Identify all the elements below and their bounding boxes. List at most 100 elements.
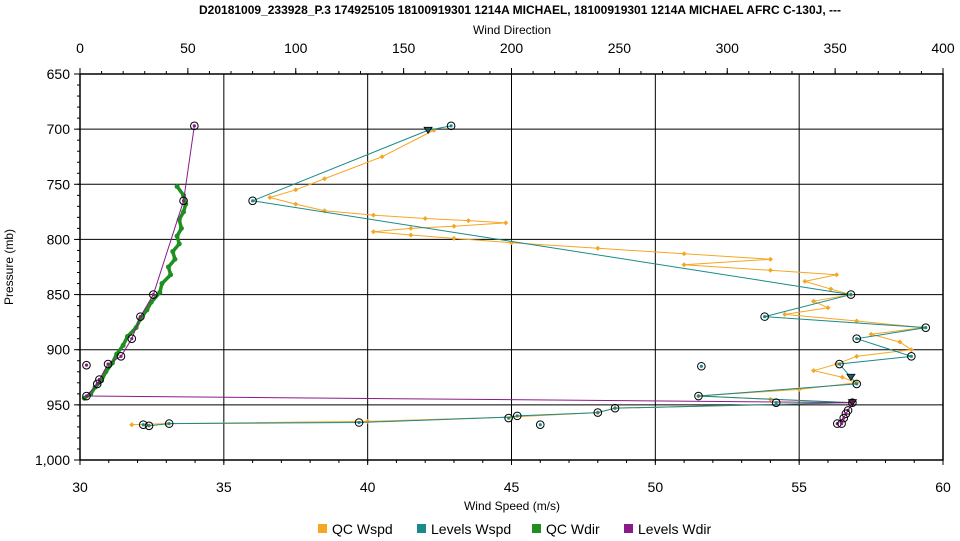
level-circle-marker <box>512 411 522 421</box>
x2-tick-label: 150 <box>392 40 416 56</box>
legend-swatch <box>532 524 541 533</box>
legend-label: Levels Wdir <box>638 521 711 537</box>
qc-wspd-point <box>370 229 376 235</box>
level-wdir-dot <box>151 292 155 297</box>
level-wspd-dot <box>855 382 859 386</box>
qc-wdir-point <box>157 289 163 295</box>
level-circle-marker <box>179 196 188 206</box>
qc-wspd-point <box>370 212 376 218</box>
y-tick-label: 800 <box>47 231 71 247</box>
qc-wdir-point <box>114 351 120 357</box>
level-circle-marker <box>136 312 145 321</box>
y-tick-label: 900 <box>47 342 71 358</box>
y-tick-label: 850 <box>47 287 71 303</box>
qc-wdir-point <box>144 307 150 313</box>
level-wspd-dot <box>849 292 853 297</box>
qc-wspd-point <box>129 422 135 428</box>
qc-wspd-point <box>802 278 808 284</box>
level-wspd-dot <box>924 326 928 330</box>
level-wspd-dot <box>357 420 361 425</box>
x2-tick-label: 50 <box>180 40 196 56</box>
qc-wspd-point <box>465 218 471 224</box>
level-circle-marker <box>841 409 851 418</box>
qc-wdir-point <box>176 241 182 247</box>
level-wdir-dot <box>192 124 196 128</box>
x2-tick-label: 250 <box>608 40 632 56</box>
level-circle-marker <box>771 398 781 407</box>
bottom-axis-label: Wind Speed (m/s) <box>464 499 560 513</box>
qc-wspd-point <box>681 262 687 268</box>
level-circle-marker <box>95 375 104 384</box>
qc-wspd-point <box>379 154 385 160</box>
legend-label: Levels Wspd <box>431 521 511 537</box>
y-tick-label: 750 <box>47 176 71 192</box>
qc-wspd-point <box>451 223 457 229</box>
qc-wspd-point <box>267 195 273 201</box>
level-circle-marker <box>92 379 102 389</box>
x2-tick-label: 350 <box>823 40 847 56</box>
level-wspd-dot <box>763 315 767 319</box>
qc-wspd-point <box>854 353 860 359</box>
qc-wspd-point <box>503 220 509 226</box>
qc-wspd-point <box>825 305 831 311</box>
level-wspd-dot <box>696 394 701 398</box>
qc-wdir-point <box>168 272 174 278</box>
level-circle-marker <box>446 121 456 131</box>
qc-wspd-point <box>365 418 371 424</box>
level-wdir-dot <box>130 337 134 341</box>
level-wspd-dot <box>449 124 453 128</box>
level-circle-marker <box>852 334 862 343</box>
plot-area: 30 35 40 45 50 55 60 0 50 100 150 200 250 300 350 400 65… <box>35 40 955 495</box>
qc-wdir-point <box>178 225 184 231</box>
x2-tick-label: 300 <box>716 40 740 56</box>
qc-wspd-point <box>782 311 788 317</box>
level-wdir-dot <box>106 362 110 366</box>
level-wspd-dot <box>141 423 145 427</box>
level-wdir-dot <box>95 382 99 386</box>
legend-swatch <box>624 524 633 533</box>
level-wspd-dot <box>147 424 151 428</box>
x-tick-label: 60 <box>935 479 951 495</box>
level-circle-marker <box>852 379 862 389</box>
x-tick-label: 35 <box>216 479 232 495</box>
level-wdir-dot <box>138 315 143 319</box>
level-wspd-dot <box>538 423 542 427</box>
level-wspd-dot <box>774 401 778 405</box>
qc-wspd-point <box>408 225 414 231</box>
qc-wspd-point <box>293 201 299 207</box>
level-wspd-dot <box>855 337 859 341</box>
level-wspd-dot <box>837 362 842 366</box>
level-circle-marker <box>116 352 126 361</box>
x-tick-label: 30 <box>72 479 88 495</box>
qc-wspd-point <box>811 368 817 374</box>
qc-wdir-point <box>159 281 165 287</box>
level-wdir-dot <box>84 363 89 367</box>
level-circle-marker <box>190 121 199 131</box>
level-circle-marker <box>921 323 931 332</box>
level-circle-marker <box>164 419 174 428</box>
qc-wspd-point <box>908 347 914 353</box>
level-wdir-dot <box>842 416 846 420</box>
chart-title: D20181009_233928_P.3 174925105 181009193… <box>199 3 841 17</box>
x2-tick-label: 0 <box>76 40 84 56</box>
y-tick-label: 700 <box>47 121 71 137</box>
qc-wspd-point <box>811 298 817 304</box>
qc-wdir-point <box>165 264 171 270</box>
level-circle-marker <box>848 398 857 407</box>
qc-wspd-point <box>293 187 299 193</box>
level-triangle-marker <box>846 373 856 382</box>
qc-wspd-point <box>854 318 860 324</box>
level-wdir-dot <box>839 422 844 426</box>
level-circle-marker <box>138 420 148 430</box>
level-circle-marker <box>535 420 545 430</box>
level-circle-marker <box>127 334 137 343</box>
level-wdir-dot <box>119 354 123 358</box>
qc-wspd-point <box>834 361 840 367</box>
level-circle-marker <box>839 413 849 423</box>
series-line-levels-wdir <box>85 125 853 423</box>
level-wdir-dot <box>181 199 186 203</box>
qc-wspd-point <box>451 235 457 241</box>
level-circle-marker <box>82 360 91 370</box>
level-circle-marker <box>610 403 620 413</box>
